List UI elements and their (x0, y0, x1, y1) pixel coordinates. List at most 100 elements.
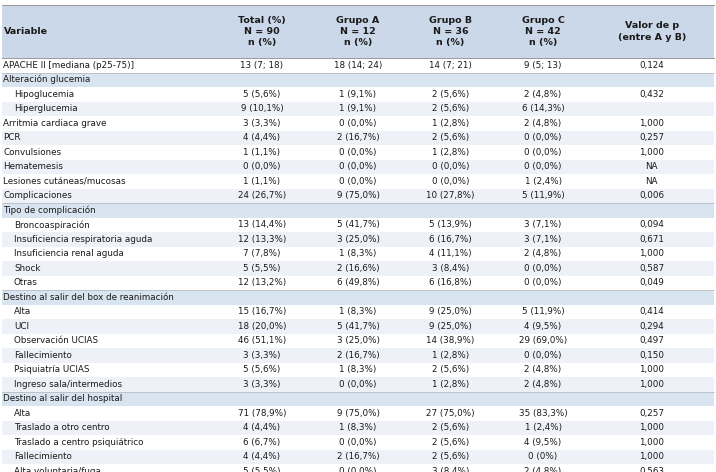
Text: 0 (0,0%): 0 (0,0%) (524, 264, 562, 273)
Bar (2, 377, 714, 391)
Text: 2 (5,6%): 2 (5,6%) (432, 90, 469, 99)
Text: 3 (8,4%): 3 (8,4%) (432, 467, 469, 472)
Text: Fallecimiento: Fallecimiento (14, 452, 72, 461)
Text: 1,000: 1,000 (639, 249, 664, 258)
Text: 3 (25,0%): 3 (25,0%) (337, 235, 379, 244)
Text: 0,497: 0,497 (639, 336, 664, 345)
Bar (2, 391, 714, 406)
Bar (2, 464, 714, 472)
Bar (2, 304, 714, 319)
Text: 3 (3,3%): 3 (3,3%) (243, 351, 281, 360)
Text: 0 (0,0%): 0 (0,0%) (524, 162, 562, 171)
Text: Insuficiencia renal aguda: Insuficiencia renal aguda (14, 249, 124, 258)
Text: 2 (16,6%): 2 (16,6%) (337, 264, 379, 273)
Text: 6 (16,7%): 6 (16,7%) (429, 235, 472, 244)
Text: 2 (16,7%): 2 (16,7%) (337, 452, 379, 461)
Text: 0,049: 0,049 (639, 278, 664, 287)
Text: Arritmia cardiaca grave: Arritmia cardiaca grave (3, 119, 107, 128)
Text: 27 (75,0%): 27 (75,0%) (426, 409, 475, 418)
Text: Otras: Otras (14, 278, 38, 287)
Text: 0,671: 0,671 (639, 235, 664, 244)
Text: Psiquiatría UCIAS: Psiquiatría UCIAS (14, 365, 90, 374)
Text: 5 (11,9%): 5 (11,9%) (522, 307, 564, 316)
Text: 1,000: 1,000 (639, 438, 664, 447)
Text: Hiperglucemia: Hiperglucemia (14, 104, 77, 113)
Text: 2 (4,8%): 2 (4,8%) (525, 90, 562, 99)
Text: 15 (16,7%): 15 (16,7%) (238, 307, 286, 316)
Text: 9 (5; 13): 9 (5; 13) (524, 61, 562, 70)
Text: 10 (27,8%): 10 (27,8%) (426, 191, 475, 200)
Text: 0 (0,0%): 0 (0,0%) (339, 438, 377, 447)
Text: Fallecimiento: Fallecimiento (14, 351, 72, 360)
Text: Alta voluntaria/fuga: Alta voluntaria/fuga (14, 467, 101, 472)
Text: Traslado a centro psiquiátrico: Traslado a centro psiquiátrico (14, 438, 143, 447)
Bar (2, 449, 714, 464)
Bar (2, 174, 714, 188)
Text: Alta: Alta (14, 307, 32, 316)
Text: Traslado a otro centro: Traslado a otro centro (14, 423, 110, 432)
Text: 0 (0,0%): 0 (0,0%) (339, 119, 377, 128)
Text: Alteración glucemia: Alteración glucemia (3, 75, 90, 84)
Text: 3 (25,0%): 3 (25,0%) (337, 336, 379, 345)
Text: 0 (0,0%): 0 (0,0%) (524, 133, 562, 142)
Text: 1 (2,8%): 1 (2,8%) (432, 148, 469, 157)
Bar (2, 362, 714, 377)
Text: 1 (2,8%): 1 (2,8%) (432, 380, 469, 389)
Text: 9 (25,0%): 9 (25,0%) (429, 322, 472, 331)
Text: 1 (8,3%): 1 (8,3%) (339, 307, 377, 316)
Text: 1 (2,4%): 1 (2,4%) (525, 423, 561, 432)
Text: 4 (4,4%): 4 (4,4%) (243, 452, 281, 461)
Text: 5 (13,9%): 5 (13,9%) (429, 220, 472, 229)
Text: Insuficiencia respiratoria aguda: Insuficiencia respiratoria aguda (14, 235, 153, 244)
Text: Ingreso sala/intermedios: Ingreso sala/intermedios (14, 380, 122, 389)
Text: Variable: Variable (4, 27, 48, 36)
Text: 0 (0,0%): 0 (0,0%) (432, 177, 469, 186)
Text: 3 (8,4%): 3 (8,4%) (432, 264, 469, 273)
Text: Tipo de complicación: Tipo de complicación (3, 205, 96, 215)
Text: 0,257: 0,257 (639, 133, 664, 142)
Text: Convulsiones: Convulsiones (3, 148, 61, 157)
Text: 7 (7,8%): 7 (7,8%) (243, 249, 281, 258)
Text: 5 (5,6%): 5 (5,6%) (243, 90, 281, 99)
Text: 1 (8,3%): 1 (8,3%) (339, 423, 377, 432)
Text: 12 (13,2%): 12 (13,2%) (238, 278, 286, 287)
Bar (2, 261, 714, 276)
Text: 6 (16,8%): 6 (16,8%) (429, 278, 472, 287)
Text: 0,294: 0,294 (639, 322, 664, 331)
Text: NA: NA (645, 162, 658, 171)
Text: 9 (75,0%): 9 (75,0%) (337, 191, 379, 200)
Text: Broncoaspiración: Broncoaspiración (14, 220, 90, 229)
Bar (2, 246, 714, 261)
Text: 2 (4,8%): 2 (4,8%) (525, 365, 562, 374)
Bar (2, 348, 714, 362)
Text: 0,094: 0,094 (639, 220, 664, 229)
Text: 2 (5,6%): 2 (5,6%) (432, 452, 469, 461)
Text: 1,000: 1,000 (639, 365, 664, 374)
Text: 14 (38,9%): 14 (38,9%) (426, 336, 475, 345)
Text: 2 (5,6%): 2 (5,6%) (432, 104, 469, 113)
Bar (2, 290, 714, 304)
Text: Destino al salir del hospital: Destino al salir del hospital (3, 394, 122, 403)
Bar (2, 319, 714, 334)
Text: 6 (6,7%): 6 (6,7%) (243, 438, 281, 447)
Text: 0,563: 0,563 (639, 467, 664, 472)
Text: 0 (0,0%): 0 (0,0%) (524, 148, 562, 157)
Text: 2 (4,8%): 2 (4,8%) (525, 249, 562, 258)
Bar (2, 421, 714, 435)
Text: 6 (14,3%): 6 (14,3%) (522, 104, 564, 113)
Text: 0 (0,0%): 0 (0,0%) (524, 278, 562, 287)
Text: 4 (9,5%): 4 (9,5%) (525, 438, 562, 447)
Text: 5 (11,9%): 5 (11,9%) (522, 191, 564, 200)
Text: 0,150: 0,150 (639, 351, 664, 360)
Text: 9 (25,0%): 9 (25,0%) (429, 307, 472, 316)
Text: 1,000: 1,000 (639, 380, 664, 389)
Text: 13 (14,4%): 13 (14,4%) (238, 220, 286, 229)
Text: 5 (5,5%): 5 (5,5%) (243, 264, 281, 273)
Text: 1 (2,8%): 1 (2,8%) (432, 351, 469, 360)
Bar (2, 87, 714, 101)
Text: 2 (5,6%): 2 (5,6%) (432, 423, 469, 432)
Text: 18 (20,0%): 18 (20,0%) (238, 322, 286, 331)
Text: 1,000: 1,000 (639, 423, 664, 432)
Bar (2, 116, 714, 130)
Text: Grupo C
N = 42
n (%): Grupo C N = 42 n (%) (522, 16, 564, 48)
